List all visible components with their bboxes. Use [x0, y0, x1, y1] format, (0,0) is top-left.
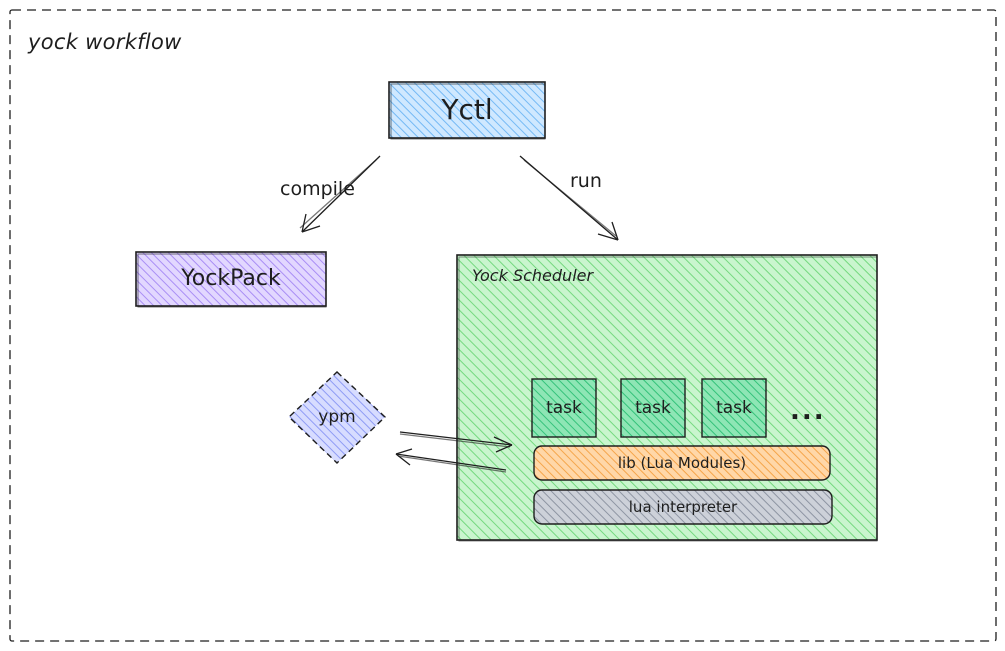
interpreter-bar: [533, 489, 833, 525]
task-box-2: [620, 378, 686, 438]
workflow-frame: [9, 9, 997, 642]
yctl-label: Yctl: [441, 93, 493, 126]
yockpack-label: YockPack: [181, 266, 281, 291]
task-label-3: task: [716, 397, 752, 418]
scheduler-title: Yock Scheduler: [472, 266, 594, 285]
run-edge-label: run: [570, 170, 602, 192]
interpreter-label: lua interpreter: [628, 497, 738, 516]
task-box-1: [531, 378, 597, 438]
task-label-2: task: [635, 397, 671, 418]
yctl-node: [388, 81, 546, 140]
more-tasks-ellipsis: ...: [790, 396, 826, 426]
task-label-1: task: [546, 397, 582, 418]
lib-bar: [533, 445, 831, 481]
compile-arrow: [299, 155, 381, 233]
yockpack-node: [135, 251, 327, 308]
ypm-to-scheduler-arrow: [399, 431, 513, 453]
lib-label: lib (Lua Modules): [617, 453, 747, 472]
run-arrow: [519, 155, 619, 241]
scheduler-to-ypm-arrow: [395, 448, 507, 473]
frame-title: yock workflow: [28, 30, 182, 54]
ypm-label: ypm: [318, 406, 356, 427]
task-box-3: [701, 378, 767, 438]
ypm-node: [287, 371, 387, 464]
compile-edge-label: compile: [280, 178, 355, 200]
